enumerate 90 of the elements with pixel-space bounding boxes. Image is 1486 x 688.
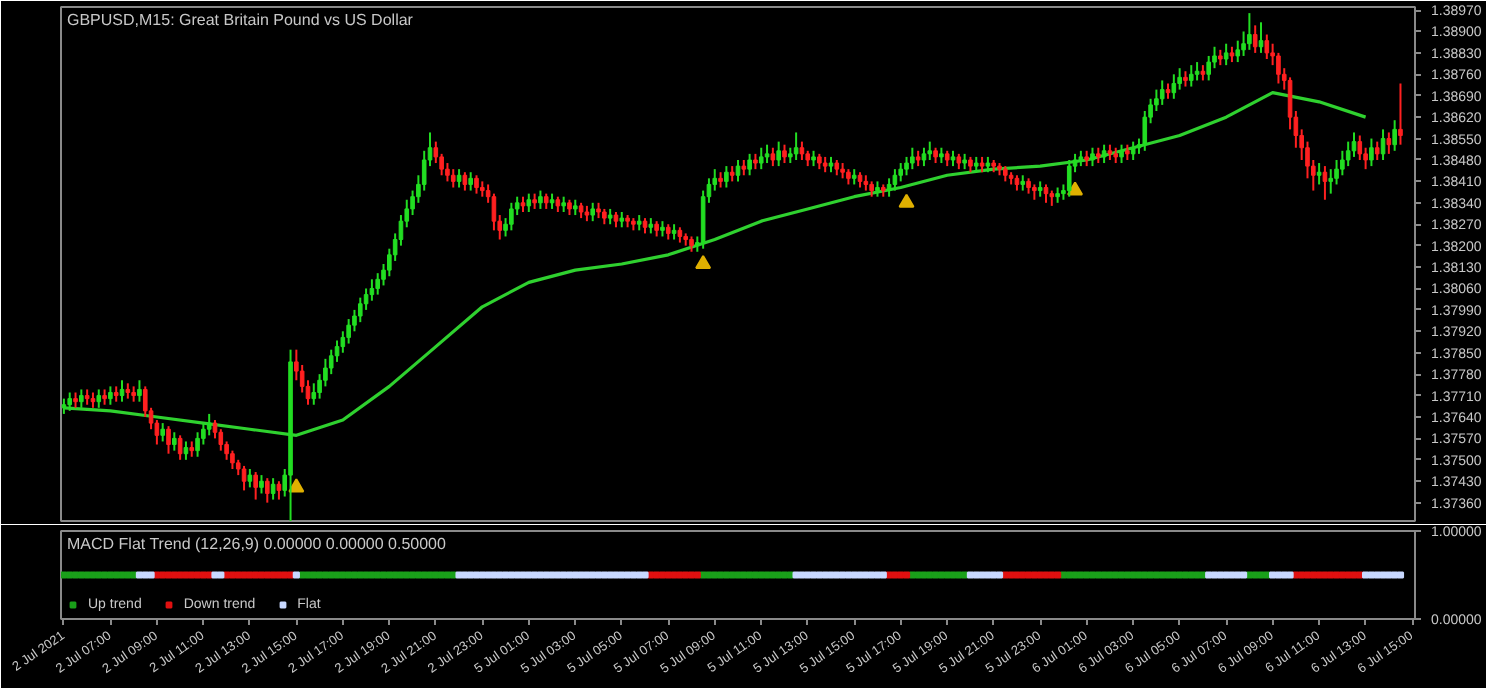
candlestick xyxy=(799,140,805,161)
candlestick xyxy=(927,140,933,161)
candlestick xyxy=(253,471,258,501)
candlestick xyxy=(538,189,543,210)
candlestick xyxy=(1322,165,1328,201)
candlestick xyxy=(67,391,73,412)
candlestick xyxy=(166,425,171,455)
candlestick xyxy=(108,385,113,406)
chart-title: GBPUSD,M15: Great Britain Pound vs US Dollar xyxy=(67,11,414,29)
candlestick xyxy=(590,201,596,223)
candlestick xyxy=(735,158,741,183)
candlestick xyxy=(206,412,212,437)
candlestick xyxy=(1194,61,1200,82)
candlestick xyxy=(1206,54,1212,82)
candlestick xyxy=(1357,134,1363,161)
point xyxy=(898,193,915,208)
candlestick xyxy=(1247,12,1252,51)
candlestick xyxy=(270,477,276,501)
candlestick xyxy=(1252,24,1258,54)
candlestick xyxy=(1090,146,1095,168)
point xyxy=(1067,181,1084,196)
candlestick xyxy=(758,146,764,171)
candlestick xyxy=(247,467,253,489)
candlestick xyxy=(776,140,781,168)
candlestick xyxy=(1386,131,1392,155)
candlestick xyxy=(892,168,898,192)
candlestick xyxy=(793,131,799,161)
candlestick xyxy=(230,449,235,470)
candlestick xyxy=(137,379,142,403)
candlestick xyxy=(724,165,729,189)
candlestick xyxy=(904,155,909,177)
candlestick xyxy=(468,171,473,192)
candlestick xyxy=(1380,128,1386,161)
candlestick xyxy=(369,278,375,302)
candlestick xyxy=(898,162,904,183)
candlestick xyxy=(764,143,770,165)
candlestick xyxy=(1264,33,1270,61)
candlestick xyxy=(357,296,363,324)
candlestick xyxy=(1119,143,1124,165)
candlestick xyxy=(1101,143,1107,165)
candlestick xyxy=(1316,162,1322,186)
chart-title: MACD Flat Trend (12,26,9) 0.00000 0.00000 0.50000 xyxy=(67,535,448,553)
candlestick xyxy=(183,440,189,461)
candlestick xyxy=(886,177,892,198)
candlestick xyxy=(195,431,200,458)
candlestick xyxy=(1159,79,1165,106)
candlestick xyxy=(1369,137,1374,168)
candlestick xyxy=(1130,140,1136,161)
candlestick xyxy=(462,171,468,192)
candlestick xyxy=(1345,140,1351,168)
candlestick xyxy=(526,192,532,213)
candlestick xyxy=(1223,42,1229,67)
candlestick xyxy=(491,192,497,232)
candlestick xyxy=(1374,140,1380,161)
candlestick xyxy=(445,162,450,183)
candlestick xyxy=(1171,73,1177,100)
candlestick xyxy=(264,477,270,504)
candlestick xyxy=(747,152,752,177)
candlestick xyxy=(1328,168,1334,195)
candlestick xyxy=(474,174,479,195)
candlestick xyxy=(910,146,915,171)
candlestick xyxy=(921,146,927,168)
candlestick xyxy=(450,168,456,189)
candlestick xyxy=(1188,64,1194,88)
candlestick xyxy=(1340,149,1345,177)
candlestick xyxy=(1177,67,1182,91)
candlestick xyxy=(1392,119,1397,152)
candlestick xyxy=(770,146,776,168)
candlestick xyxy=(177,434,183,461)
candlestick xyxy=(259,474,264,495)
candlestick xyxy=(1398,82,1403,146)
candlestick xyxy=(782,143,787,165)
candlestick xyxy=(172,431,177,452)
candlestick xyxy=(375,272,381,296)
candlestick xyxy=(276,480,282,501)
line-series xyxy=(62,91,1368,437)
candlestick xyxy=(79,388,84,409)
candlestick xyxy=(1235,39,1241,64)
candlestick xyxy=(346,318,351,345)
candlestick xyxy=(218,428,224,452)
candlestick xyxy=(509,201,514,232)
candlestick xyxy=(160,422,165,443)
candlestick xyxy=(1066,158,1072,198)
candlestick xyxy=(311,382,317,406)
candlestick xyxy=(1276,51,1281,85)
candlestick xyxy=(1334,158,1339,186)
candlestick xyxy=(241,464,247,492)
point xyxy=(695,254,712,270)
candlestick xyxy=(456,168,462,189)
candlestick xyxy=(96,388,102,409)
